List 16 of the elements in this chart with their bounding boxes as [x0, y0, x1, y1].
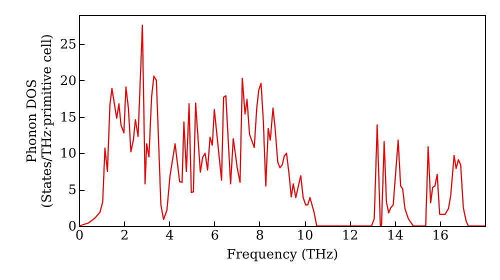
x-tick-label: 4 — [166, 228, 174, 244]
x-axis-title: Frequency (THz) — [226, 248, 338, 262]
x-tick-label: 10 — [296, 228, 314, 244]
y-tick-label: 10 — [60, 146, 76, 162]
y-tick-label: 20 — [60, 74, 76, 89]
x-tick-label: 16 — [432, 228, 449, 244]
x-tick-label: 8 — [256, 228, 264, 244]
x-tick-label: 2 — [120, 228, 129, 244]
line-series — [79, 24, 485, 226]
x-tick-label: 6 — [210, 228, 219, 244]
y-axis-title: Phonon DOS (States/THz·primitive cell) — [24, 34, 55, 208]
y-tick-label: 15 — [60, 110, 76, 126]
x-tick-label: 12 — [342, 228, 358, 244]
y-tick-label: 5 — [68, 183, 76, 198]
y-tick-label: 25 — [60, 38, 76, 53]
x-tick-label: 14 — [387, 228, 404, 244]
